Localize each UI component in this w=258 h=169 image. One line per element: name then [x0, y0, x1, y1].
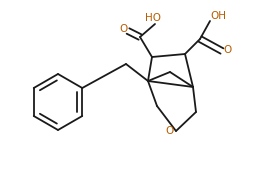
Text: O: O — [165, 126, 173, 136]
Text: HO: HO — [145, 13, 161, 23]
Text: OH: OH — [210, 11, 226, 21]
Text: O: O — [119, 24, 127, 34]
Text: O: O — [224, 45, 232, 55]
